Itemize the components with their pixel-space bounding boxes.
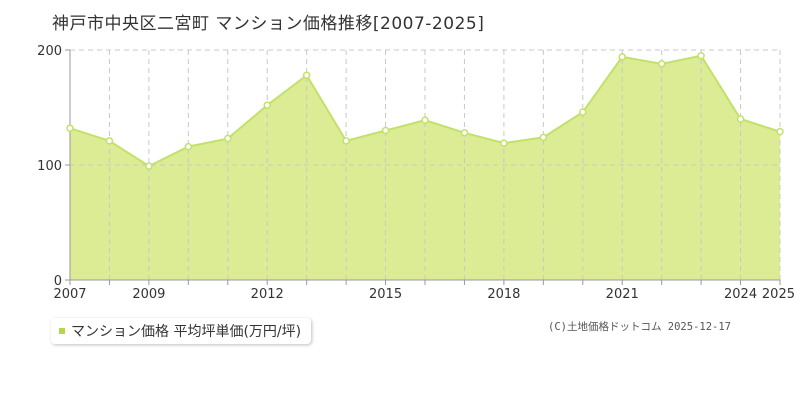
x-tick-label: 2012 bbox=[251, 287, 284, 302]
data-point bbox=[618, 53, 626, 61]
data-point bbox=[184, 142, 193, 151]
data-point bbox=[381, 126, 390, 135]
data-point bbox=[421, 116, 429, 124]
y-tick-label: 200 bbox=[37, 44, 62, 59]
x-tick-label: 2007 bbox=[53, 287, 86, 302]
data-point bbox=[263, 101, 271, 109]
data-point bbox=[460, 129, 469, 137]
data-point bbox=[302, 71, 311, 80]
data-point bbox=[697, 52, 705, 60]
y-tick-label: 0 bbox=[54, 274, 62, 289]
data-point bbox=[224, 134, 232, 143]
chart-title: 神戸市中央区二宮町 マンション価格推移[2007-2025] bbox=[52, 14, 485, 34]
data-point bbox=[736, 115, 745, 123]
credit-text: (C)土地価格ドットコム 2025-12-17 bbox=[548, 321, 732, 333]
x-tick-label: 2021 bbox=[606, 287, 639, 302]
x-tick-label: 2009 bbox=[132, 287, 165, 302]
x-tick-label: 2024 bbox=[724, 287, 757, 302]
x-tick-label: 2018 bbox=[487, 287, 520, 302]
data-point bbox=[342, 137, 350, 145]
data-point bbox=[776, 127, 784, 136]
y-tick-label: 100 bbox=[37, 159, 62, 174]
data-point bbox=[66, 124, 74, 132]
legend-label: マンション価格 平均坪単価(万円/坪) bbox=[71, 324, 302, 340]
data-point bbox=[539, 133, 548, 142]
data-point bbox=[145, 162, 153, 170]
legend: マンション価格 平均坪単価(万円/坪) bbox=[51, 318, 312, 344]
data-point bbox=[579, 108, 587, 116]
data-point bbox=[105, 137, 114, 145]
legend-swatch bbox=[59, 328, 65, 334]
x-tick-label: 2015 bbox=[369, 287, 402, 302]
data-point bbox=[500, 139, 508, 147]
x-tick-label: 2025 bbox=[762, 287, 795, 302]
data-point bbox=[657, 60, 666, 68]
